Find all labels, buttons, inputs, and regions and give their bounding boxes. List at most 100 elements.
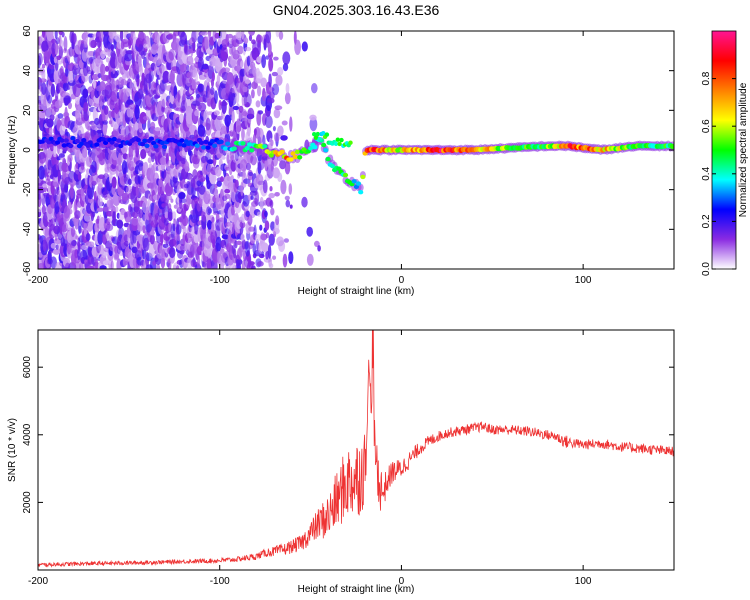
spectrogram-cell [123,240,130,247]
spectrogram-cell [97,73,102,79]
spectrogram-cell [173,31,180,37]
spectrogram-cell [112,206,116,212]
spectrogram-ylabel: Frequency (Hz) [7,116,18,185]
spectrogram-cell [182,226,187,236]
spectrogram-cell [272,126,276,132]
spectrogram-cell [242,86,248,93]
ridge-point [325,156,331,162]
spectrogram-cell [220,123,225,128]
spectrogram-cell [178,192,186,200]
spectrogram-cell [110,260,114,269]
spectrogram-cell [272,255,277,260]
spectrogram-cell [268,233,275,246]
ridge-point [246,142,253,147]
spectrogram-cell [97,197,103,208]
ridge-point [249,148,255,153]
colorbar-tick-label: 0.0 [701,262,712,276]
spectrogram-cell [244,79,251,84]
spectrogram-cell [306,253,314,266]
ridge-point [177,142,183,147]
ridge-branch-point [339,137,344,143]
spectrogram-cell [96,207,104,212]
y-tick-label: 40 [22,65,33,77]
ridge-point [342,172,349,178]
ridge-branch-point [348,140,353,145]
spectrogram-cell [275,215,280,226]
spectrogram-cell [273,108,281,119]
snr-ylabel: SNR (10 * v/v) [7,418,18,482]
ridge-point [288,157,294,162]
spectrogram-cell [110,44,115,52]
spectrogram-cell [226,72,234,85]
spectrogram-cell [60,40,64,48]
spectrogram-cell [140,148,147,160]
spectrogram-cell [205,48,214,55]
spectrogram-cell [132,32,136,47]
ridge-halo [170,141,177,150]
spectrogram-cell [262,179,268,194]
colorbar-label: Normalized spectral amplitude [738,82,749,217]
spectrogram-cell [309,114,317,121]
spectrogram-cell [198,185,206,195]
spectrogram-xlabel: Height of straight line (km) [298,286,415,297]
spectrogram-cell [284,195,290,201]
spectrogram-cell [277,125,284,137]
x-tick-label: -200 [28,275,48,286]
spectrogram-cell [260,77,268,88]
spectrogram-cell [271,71,279,77]
spectrogram-cell [71,226,75,238]
spectrogram-cell [282,253,288,268]
spectrogram-cell [288,251,294,264]
y-tick-label: -60 [22,261,33,276]
spectrogram-cell [142,225,146,234]
spectrogram-cell [75,235,79,240]
spectrogram-cell [130,202,135,208]
spectrogram-cell [127,178,132,186]
spectrogram-cell [194,109,200,117]
ridge-point [321,142,327,148]
ridge-point [205,145,211,150]
spectrogram-cell [92,107,97,121]
spectrogram-cell [211,216,215,223]
ridge-point [323,148,329,153]
spectrogram-cell [266,98,270,104]
spectrogram-cell [192,155,201,165]
spectrogram-cell [207,159,214,165]
spectrogram-cell [274,105,283,110]
spectrogram-cell [239,221,246,229]
spectrogram-cell [249,204,256,218]
spectrogram-ridge [38,131,674,195]
spectrogram-cell [201,129,207,138]
spectrogram-cell [276,236,285,247]
spectrogram-cell [280,135,288,141]
spectrogram-cell [41,205,47,215]
spectrogram-cell [289,116,293,132]
spectrogram-cell [250,154,257,166]
ridge-point [240,141,246,146]
spectrogram-cell [91,160,97,173]
spectrogram-cell [301,41,308,52]
spectrogram-cell [44,226,50,241]
spectrogram-cell [105,65,109,72]
spectrogram-cell [232,105,240,111]
spectrogram-cell [95,258,99,269]
spectrogram-cell [241,127,245,141]
spectrogram-cell [57,113,64,119]
ridge-branch-point [333,141,339,146]
spectrogram-cell [250,195,254,200]
spectrogram-cell [150,121,156,130]
ridge-point [87,140,93,145]
spectrogram-cell [215,166,222,177]
spectrogram-cell [86,121,91,132]
spectrogram-cell [123,211,128,219]
spectrogram-cell [83,101,89,113]
spectrogram-cell [268,263,274,269]
ridge-point [308,146,314,151]
spectrogram-cell [93,79,96,89]
spectrogram-cell [243,37,249,44]
spectrogram-cell [93,190,97,201]
spectrogram-cell [179,113,185,124]
spectrogram-cell [284,161,291,175]
spectrogram-cell [213,110,220,116]
spectrogram-cell [105,57,110,63]
